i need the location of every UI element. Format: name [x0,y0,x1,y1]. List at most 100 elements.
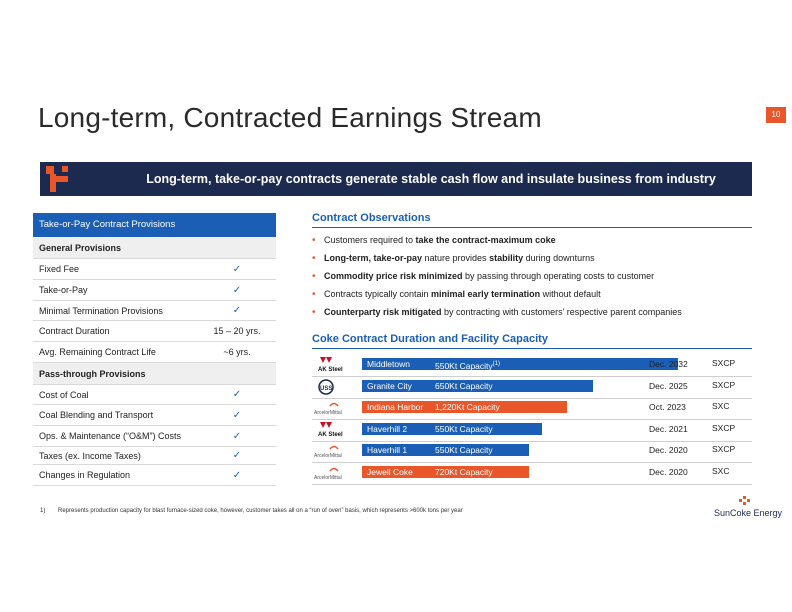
capacity-text: 720Kt Capacity [435,466,493,477]
capacity-text: 550Kt Capacity [435,360,493,371]
checkmark-icon: ✓ [232,285,242,296]
contract-end-date: Oct. 2023 [649,402,686,412]
facility-capacity: 720Kt Capacity [435,466,493,478]
observation-text: by passing through operating costs to cu… [462,271,655,281]
checkmark-icon: ✓ [232,450,242,461]
entity-label: SXC [712,401,730,411]
contract-end-date: Dec. 2020 [649,445,688,455]
entity-label: SXCP [712,358,736,368]
provision-value [198,237,276,258]
checkmark-icon: ✓ [232,264,242,275]
headline-banner: Long-term, take-or-pay contracts generat… [40,162,752,220]
capacity-text: 550Kt Capacity [435,423,493,434]
page-number: 10 [766,107,786,123]
facility-row: AK Steel Haverhill 2 550Kt Capacity Dec. 20… [312,419,752,442]
provision-label: Contract Duration [39,326,110,336]
table-row: Changes in Regulation ✓ [33,465,276,486]
facility-name: Jewell Coke [367,466,413,477]
observation-emphasis: Commodity price risk minimized [324,271,463,281]
observations-divider [312,227,752,228]
table-section-row: General Provisions [33,237,276,259]
observation-text: by contracting with customers’ respectiv… [441,307,682,317]
observation-text: Contracts typically contain [324,289,432,299]
observation-item: Contracts typically contain minimal earl… [312,288,752,306]
observation-emphasis: minimal early termination [431,289,541,299]
contract-duration-bar [362,358,678,370]
capacity-text: 1,220Kt Capacity [435,402,500,412]
provision-label: Changes in Regulation [39,470,131,480]
facility-name: Haverhill 2 [367,423,408,434]
observation-item: Commodity price risk minimized by passin… [312,270,752,288]
provision-label: Minimal Termination Provisions [39,306,163,316]
customer-name: AK Steel [318,432,343,438]
table-row: Coal Blending and Transport ✓ [33,405,276,426]
table-row: Ops. & Maintenance (“O&M”) Costs ✓ [33,426,276,447]
facility-capacity: 550Kt Capacity [435,423,493,435]
provision-label: Cost of Coal [39,390,89,400]
facilities-title: Coke Contract Duration and Facility Capa… [312,333,548,345]
facility-name: Indiana Harbor [367,402,424,412]
entity-label: SXC [712,465,730,476]
customer-logo: ArcelorMittal [312,443,356,459]
facility-capacity: 550Kt Capacity [435,444,493,456]
observation-item: Customers required to take the contract-… [312,234,752,252]
checkmark-icon: ✓ [232,389,242,400]
footnote: 1) Represents production capacity for bla… [40,508,463,514]
customer-name: USS [320,386,332,392]
observation-text: Customers required to [324,235,416,245]
table-row: Avg. Remaining Contract Life ~6 yrs. [33,342,276,363]
observation-item: Counterparty risk mitigated by contracti… [312,306,752,324]
table-header: Take-or-Pay Contract Provisions [33,213,276,237]
facility-row: ArcelorMittal Haverhill 1 550Kt Capacity De… [312,440,752,463]
table-row: Contract Duration 15 – 20 yrs. [33,321,276,342]
facilities-divider [312,348,752,349]
table-row: Minimal Termination Provisions ✓ [33,301,276,321]
observation-text: during downturns [523,253,595,263]
customer-logo: USS [312,378,356,395]
checkmark-icon: ✓ [232,431,242,442]
provision-label: Take-or-Pay [39,285,88,295]
provision-label: Avg. Remaining Contract Life [39,347,156,357]
facility-capacity: 650Kt Capacity [435,380,493,392]
provision-value: 15 – 20 yrs. [213,326,261,336]
facility-name: Haverhill 1 [367,445,408,455]
customer-name: ArcelorMittal [314,453,342,459]
brand-mark-icon [40,162,74,196]
facility-name: Granite City [367,380,412,391]
table-row: Taxes (ex. Income Taxes) ✓ [33,447,276,465]
provision-label: General Provisions [39,243,122,253]
contract-duration-bar [362,465,530,478]
checkmark-icon: ✓ [232,470,242,481]
footnote-number: 1) [40,508,46,514]
observation-text: without default [540,289,601,299]
capacity-text: 550Kt Capacity [435,445,493,455]
contract-end-date: Dec. 2020 [649,466,688,477]
page-title: Long-term, Contracted Earnings Stream [38,102,542,133]
observation-emphasis: stability [489,253,524,263]
provision-value [198,363,276,384]
contract-duration-bar [362,401,568,413]
provision-label: Fixed Fee [39,264,80,274]
checkmark-icon: ✓ [232,305,242,316]
contract-end-date: Dec. 2032 [649,359,688,369]
observations-list: Customers required to take the contract-… [312,234,752,324]
facility-capacity: 1,220Kt Capacity [435,401,500,413]
customer-logo: ArcelorMittal [312,465,356,481]
table-section-row: Pass-through Provisions [33,363,276,385]
facility-row: ArcelorMittal Indiana Harbor 1,220Kt Capac… [312,397,752,420]
entity-label: SXCP [712,422,736,433]
suncoke-logo: SunCoke Energy [712,496,783,520]
observation-text: nature provides [422,253,490,263]
observation-emphasis: take the contract-maximum coke [415,235,556,245]
entity-label: SXCP [712,444,736,454]
table-row: Fixed Fee ✓ [33,259,276,280]
facility-row: AK Steel Middletown 550Kt Capacity(1) Dec. … [312,354,752,377]
customer-name: ArcelorMittal [314,410,342,416]
observation-emphasis: Counterparty risk mitigated [324,307,442,317]
customer-logo: AK Steel [312,421,356,438]
provision-value: ~6 yrs. [223,347,251,357]
entity-label: SXCP [712,379,736,390]
checkmark-icon: ✓ [232,410,242,421]
contract-duration-bar [362,379,593,392]
contract-duration-bar [362,422,543,435]
